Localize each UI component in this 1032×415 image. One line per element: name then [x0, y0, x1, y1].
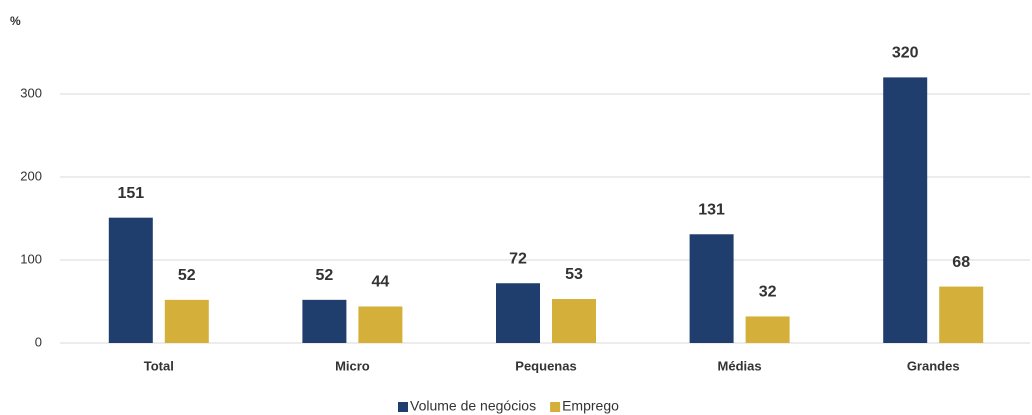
bar — [164, 299, 209, 343]
y-tick-label: 0 — [35, 334, 42, 349]
bar — [689, 234, 734, 343]
x-tick-label: Total — [144, 358, 174, 373]
data-label: 151 — [117, 185, 144, 202]
bar — [358, 306, 403, 343]
legend-label: Volume de negócios — [410, 398, 536, 414]
bar — [108, 217, 153, 343]
legend-swatch — [550, 402, 561, 412]
y-axis-label: % — [10, 14, 21, 28]
data-label: 72 — [509, 250, 527, 267]
legend-swatch — [398, 402, 408, 412]
data-label: 68 — [952, 254, 970, 271]
x-tick-label: Grandes — [907, 358, 960, 373]
bar — [883, 77, 928, 344]
y-tick-label: 200 — [20, 168, 42, 183]
x-tick-label: Pequenas — [515, 358, 576, 373]
data-label: 52 — [178, 267, 196, 284]
bar — [302, 299, 347, 343]
data-label: 131 — [698, 201, 725, 218]
y-tick-label: 300 — [20, 85, 42, 100]
bar — [552, 299, 596, 343]
bar — [939, 286, 984, 343]
x-tick-label: Micro — [335, 358, 370, 373]
data-label: 320 — [892, 45, 919, 62]
data-label: 32 — [759, 284, 777, 301]
data-label: 52 — [316, 267, 334, 284]
data-label: 53 — [565, 266, 583, 283]
data-label: 44 — [372, 274, 390, 291]
bar — [745, 316, 790, 343]
x-tick-label: Médias — [718, 358, 762, 373]
legend-label: Emprego — [562, 398, 619, 414]
y-tick-label: 100 — [20, 251, 42, 266]
bar — [496, 283, 540, 343]
